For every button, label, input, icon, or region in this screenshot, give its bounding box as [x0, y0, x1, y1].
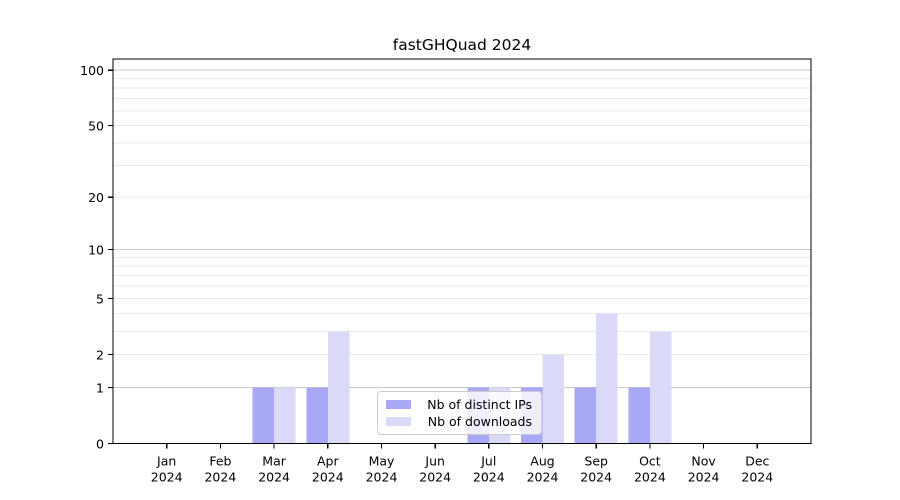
x-tick-label-year: 2024 [366, 470, 398, 485]
x-tick-label-year: 2024 [634, 470, 666, 485]
x-tick-label-month: Feb [209, 454, 231, 469]
bar-downloads [596, 313, 618, 444]
x-tick-label-year: 2024 [312, 470, 344, 485]
legend-label-distinct-ips: Nb of distinct IPs [427, 397, 532, 412]
bar-downloads [649, 331, 672, 444]
x-tick-label-month: Mar [262, 454, 286, 469]
y-tick-label: 2 [96, 348, 104, 363]
x-tick-label-year: 2024 [204, 470, 236, 485]
legend-swatch-downloads [386, 417, 411, 426]
legend-label-downloads: Nb of downloads [427, 414, 532, 429]
bar-downloads [274, 387, 296, 444]
y-tick-label: 10 [88, 243, 104, 258]
x-tick-label-month: Jul [480, 454, 496, 469]
legend-swatch-distinct-ips [386, 400, 411, 409]
y-tick-label: 20 [88, 190, 104, 205]
x-tick-label-month: Dec [745, 454, 769, 469]
x-tick-label-month: Jan [156, 454, 176, 469]
x-tick-label-year: 2024 [258, 470, 290, 485]
bar-distinct-ips [306, 387, 328, 444]
chart-title: fastGHQuad 2024 [393, 36, 532, 54]
plot-border [112, 58, 812, 445]
x-tick-label-year: 2024 [580, 470, 612, 485]
bar-distinct-ips [574, 387, 597, 444]
x-tick-label-month: Apr [317, 454, 339, 469]
y-tick-label: 100 [80, 63, 104, 78]
legend-item-distinct-ips: Nb of distinct IPs [386, 396, 532, 413]
legend-item-downloads: Nb of downloads [386, 413, 532, 430]
y-tick-label: 50 [88, 119, 104, 134]
x-tick-label-month: Oct [639, 454, 661, 469]
y-tick-label: 1 [96, 380, 104, 395]
x-tick-label-month: Aug [530, 454, 554, 469]
gridlines [113, 69, 811, 388]
y-tick-label: 0 [96, 437, 104, 452]
x-tick-label-month: May [369, 454, 395, 469]
x-tick-label-year: 2024 [527, 470, 559, 485]
x-tick-label-year: 2024 [151, 470, 183, 485]
axes: 0125102050100Jan2024Feb2024Mar2024Apr202… [80, 58, 812, 485]
x-tick-label-year: 2024 [688, 470, 720, 485]
x-tick-label-year: 2024 [419, 470, 451, 485]
bar-downloads [327, 331, 350, 444]
bar-distinct-ips [628, 387, 650, 444]
bar-downloads [542, 354, 564, 444]
x-tick-label-month: Nov [691, 454, 716, 469]
x-tick-label-month: Jun [424, 454, 445, 469]
x-tick-label-year: 2024 [741, 470, 773, 485]
x-tick-label-month: Sep [584, 454, 608, 469]
y-tick-label: 5 [96, 292, 104, 307]
x-tick-label-year: 2024 [473, 470, 505, 485]
bar-distinct-ips [252, 387, 275, 444]
legend: Nb of distinct IPs Nb of downloads [377, 391, 542, 435]
